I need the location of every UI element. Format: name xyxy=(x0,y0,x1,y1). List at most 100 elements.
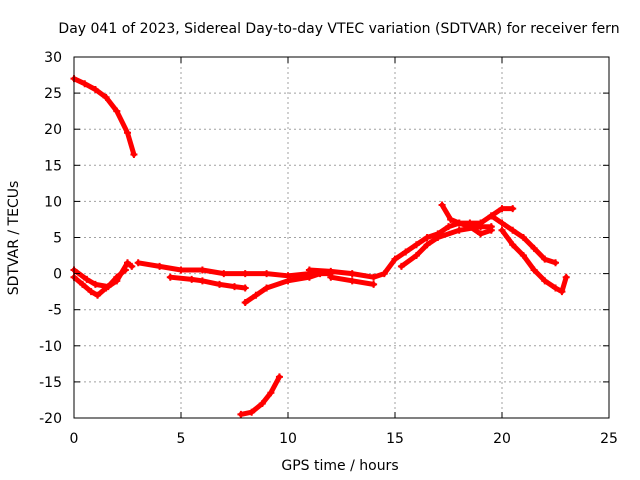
data-point xyxy=(252,291,260,299)
data-point xyxy=(447,215,455,223)
y-tick-label: 5 xyxy=(53,231,62,247)
data-point xyxy=(498,219,506,227)
y-tick-label: 25 xyxy=(44,86,62,102)
data-point xyxy=(94,291,102,299)
x-tick-label: 5 xyxy=(177,431,186,447)
data-point xyxy=(241,298,249,306)
data-point xyxy=(530,266,538,274)
data-point xyxy=(412,241,420,249)
data-point xyxy=(113,107,121,115)
data-point xyxy=(305,273,313,281)
x-tick-label: 10 xyxy=(279,431,297,447)
data-point xyxy=(198,266,206,274)
data-point xyxy=(177,266,185,274)
data-point xyxy=(134,259,142,267)
data-point xyxy=(121,266,129,274)
data-point xyxy=(198,277,206,285)
data-point xyxy=(397,262,405,270)
data-point xyxy=(370,280,378,288)
data-point xyxy=(552,284,559,292)
data-point xyxy=(87,288,95,296)
data-point xyxy=(402,248,410,256)
x-tick-label: 15 xyxy=(386,431,404,447)
y-tick-label: -5 xyxy=(48,303,62,319)
x-tick-label: 0 xyxy=(70,431,79,447)
y-tick-label: 30 xyxy=(44,50,62,66)
data-point xyxy=(509,241,517,249)
y-tick-label: 15 xyxy=(44,158,62,174)
data-point xyxy=(423,234,431,241)
series-line-arc-3 xyxy=(71,267,128,290)
data-point xyxy=(498,205,506,213)
y-tick-label: 10 xyxy=(44,194,62,210)
series-line-arc-4 xyxy=(135,260,334,279)
x-tick-label: 20 xyxy=(493,431,511,447)
data-point xyxy=(267,389,275,397)
data-point xyxy=(519,252,527,260)
x-tick-label: 25 xyxy=(600,431,618,447)
data-point xyxy=(81,80,89,88)
data-point xyxy=(188,275,196,283)
data-point xyxy=(519,234,527,241)
y-axis-label: SDTVAR / TECUs xyxy=(6,181,22,296)
data-point xyxy=(348,277,356,285)
data-point xyxy=(258,400,266,408)
data-point xyxy=(166,273,174,281)
data-point xyxy=(541,277,549,285)
y-tick-label: -10 xyxy=(39,339,62,355)
data-point xyxy=(466,223,474,231)
data-point xyxy=(509,205,517,213)
data-point xyxy=(370,273,378,281)
data-point xyxy=(305,266,313,274)
data-point xyxy=(455,219,463,227)
data-point xyxy=(348,270,356,278)
data-point xyxy=(455,226,463,234)
data-point xyxy=(412,252,420,260)
data-point xyxy=(104,283,112,291)
data-point xyxy=(128,262,136,270)
chart-title: Day 041 of 2023, Sidereal Day-to-day VTE… xyxy=(58,21,619,37)
data-point xyxy=(79,280,87,288)
data-point xyxy=(498,226,506,234)
data-point xyxy=(130,150,138,158)
data-point xyxy=(241,284,249,292)
data-point xyxy=(83,275,91,283)
data-point xyxy=(477,223,485,231)
data-point xyxy=(327,273,335,281)
data-point xyxy=(530,244,538,252)
data-point xyxy=(380,270,388,278)
data-point xyxy=(216,280,224,288)
x-axis-label: GPS time / hours xyxy=(281,458,398,474)
data-point xyxy=(156,262,164,270)
data-point xyxy=(438,201,446,209)
data-point xyxy=(487,212,495,220)
data-point xyxy=(263,270,271,278)
data-point xyxy=(248,408,256,416)
data-point xyxy=(541,255,549,263)
data-point xyxy=(552,259,559,267)
data-point xyxy=(558,288,566,296)
data-point xyxy=(562,273,570,281)
data-point xyxy=(220,270,228,278)
data-point xyxy=(391,255,399,263)
data-point xyxy=(237,410,245,418)
data-point xyxy=(113,273,121,281)
data-point xyxy=(91,85,99,93)
y-tick-label: -20 xyxy=(39,411,62,427)
data-point xyxy=(241,270,249,278)
data-point xyxy=(102,93,110,101)
series-line-arc-2 xyxy=(71,260,135,298)
data-point xyxy=(231,283,238,291)
y-tick-label: 20 xyxy=(44,122,62,138)
y-tick-label: 0 xyxy=(53,267,62,283)
data-point xyxy=(91,280,99,288)
data-point xyxy=(263,284,271,292)
data-point xyxy=(423,241,431,249)
data-point xyxy=(124,259,131,267)
data-point xyxy=(509,226,517,234)
data-series xyxy=(70,75,570,418)
data-point xyxy=(275,373,283,381)
data-point xyxy=(284,277,292,285)
